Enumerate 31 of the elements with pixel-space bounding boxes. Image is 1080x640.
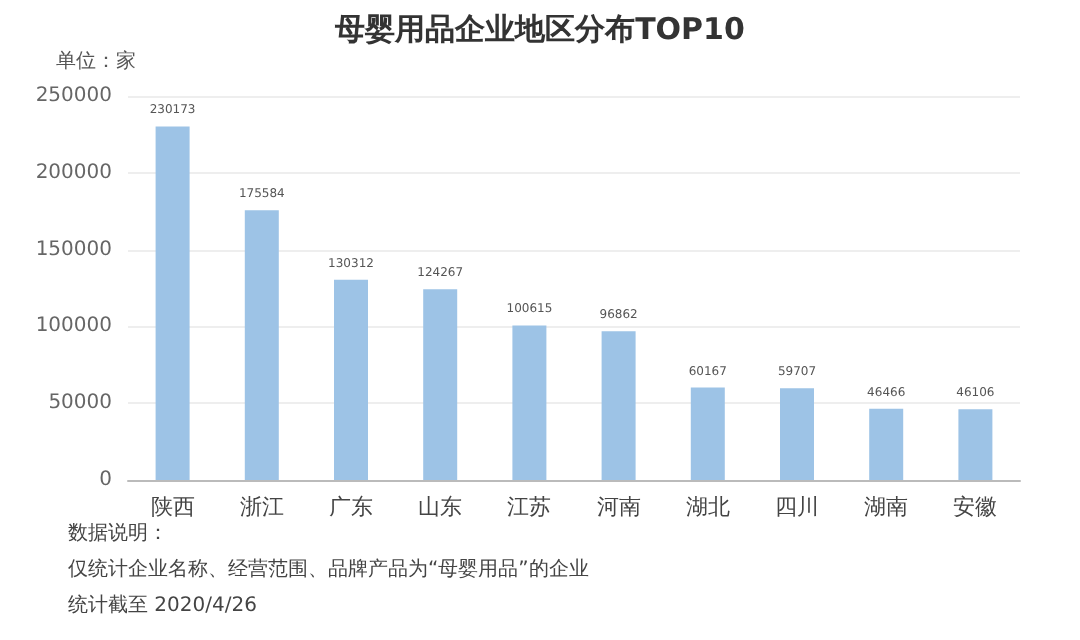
bar: [155, 126, 190, 480]
chart-title: 母婴用品企业地区分布TOP10: [333, 11, 745, 47]
bar: [869, 408, 904, 480]
x-tick-label: 山东: [418, 494, 463, 520]
bar: [334, 279, 368, 480]
bar: [690, 387, 725, 480]
x-tick-label: 浙江: [239, 494, 284, 520]
text: 单位：家: [56, 49, 136, 73]
bar: [958, 409, 993, 480]
y-tick-label: 100000: [35, 315, 112, 338]
bar: [244, 210, 279, 480]
y-tick-label: 200000: [35, 161, 112, 184]
bar: [780, 388, 814, 480]
y-tick-label: 50000: [48, 392, 112, 415]
x-tick-label: 陕西: [150, 494, 195, 520]
text: 数据说明：: [68, 521, 168, 545]
x-tick-label: 江苏: [507, 494, 552, 520]
x-tick-label: 安徽: [953, 494, 998, 520]
bar: [423, 289, 458, 480]
y-tick-label: 150000: [35, 238, 112, 261]
y-tick-label: 0: [99, 469, 112, 491]
x-tick-label: 广东: [329, 494, 373, 520]
text: 仅统计企业名称、经营范围、品牌产品为“母婴用品”的企业: [68, 557, 589, 581]
bar: [601, 331, 636, 480]
x-tick-label: 四川: [775, 494, 819, 520]
x-tick-label: 湖南: [864, 494, 909, 520]
text: 统计截至 2020/4/26: [68, 593, 257, 617]
y-tick-label: 250000: [35, 85, 112, 107]
x-tick-label: 湖北: [685, 494, 730, 520]
x-tick-label: 河南: [596, 494, 641, 520]
bar: [512, 325, 547, 480]
